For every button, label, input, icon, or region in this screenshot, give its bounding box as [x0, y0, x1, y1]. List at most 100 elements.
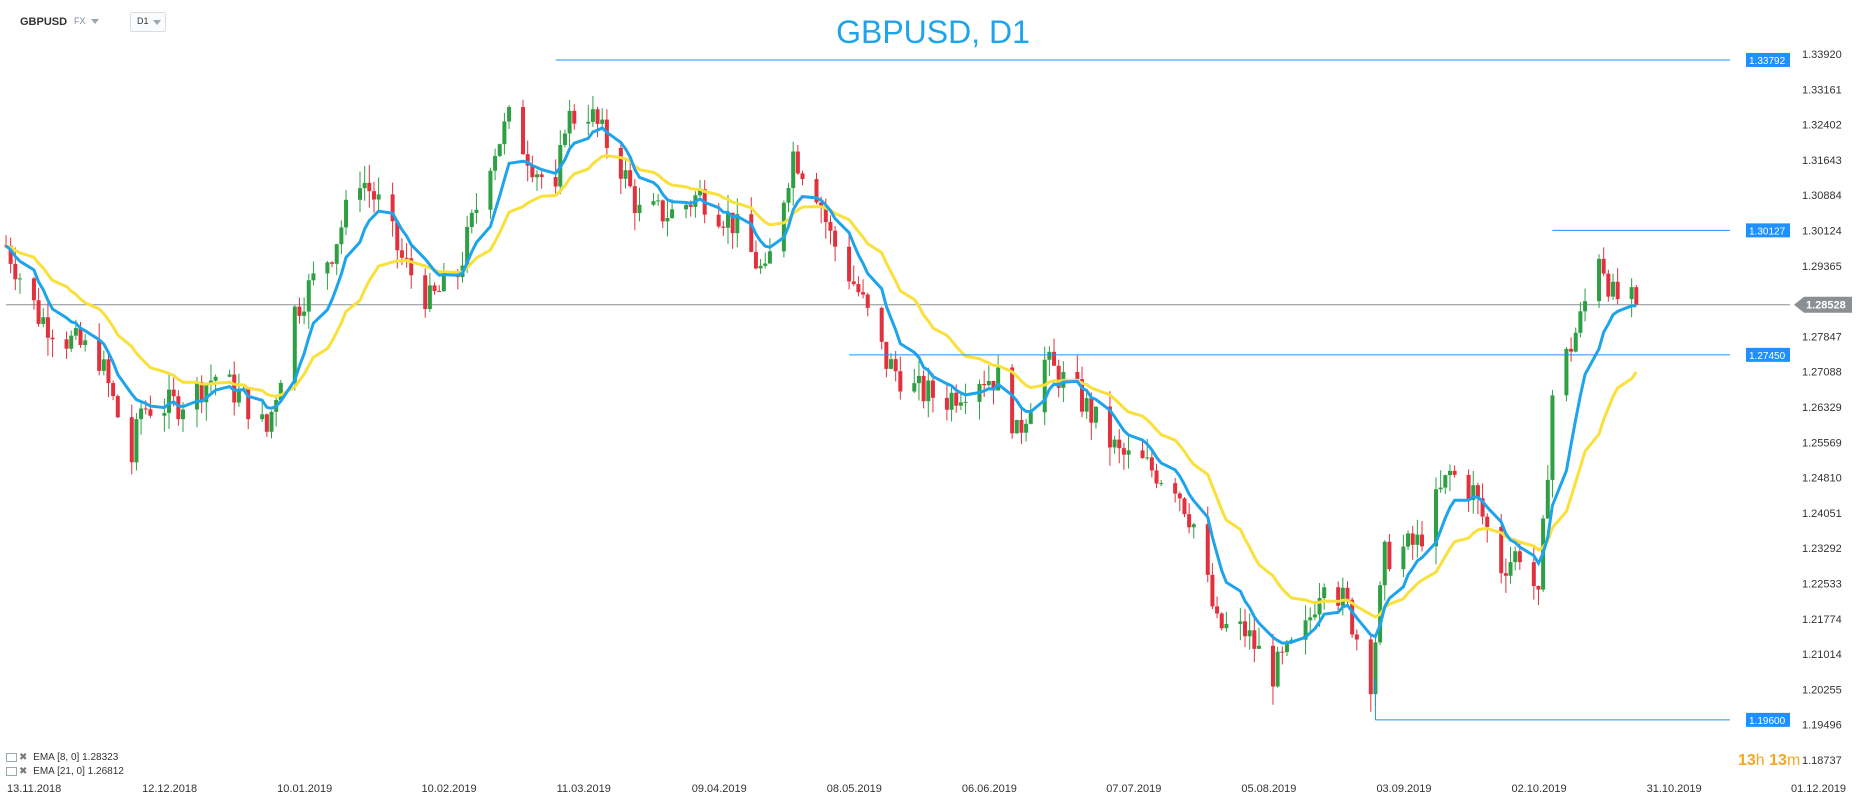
candle-body — [236, 389, 241, 403]
candle-body — [991, 381, 996, 391]
candle-body — [409, 258, 414, 276]
candle-body — [465, 226, 470, 266]
candle-body — [1210, 574, 1215, 607]
candle-body — [260, 414, 265, 420]
candle-body — [926, 380, 931, 402]
candle-body — [1415, 534, 1420, 545]
y-tick-label: 1.25569 — [1802, 437, 1842, 449]
y-tick-label: 1.23292 — [1802, 543, 1842, 555]
candle-body — [623, 170, 628, 179]
candle-body — [1452, 470, 1457, 475]
candle-body — [1238, 621, 1243, 624]
market-selector[interactable]: FX — [74, 16, 86, 26]
candle-body — [553, 177, 558, 187]
candle-body — [618, 147, 623, 179]
candle-body — [1275, 651, 1280, 687]
y-tick-label: 1.20255 — [1802, 684, 1842, 696]
timer-hours-unit: h — [1755, 752, 1765, 769]
candle-body — [688, 204, 693, 207]
candle-body — [358, 188, 363, 200]
candle-body — [637, 204, 642, 214]
candle-body — [590, 109, 595, 122]
candle-body — [162, 412, 167, 416]
candle-body — [194, 382, 199, 410]
candle-body — [753, 251, 758, 269]
candle-body — [1014, 419, 1019, 434]
candle-body — [334, 244, 339, 264]
x-tick-label: 05.08.2019 — [1241, 783, 1296, 795]
candle-body — [1010, 367, 1015, 434]
candle-body — [31, 278, 36, 301]
candle-body — [227, 374, 232, 377]
candle-body — [684, 204, 689, 210]
x-tick-label: 08.05.2019 — [827, 783, 882, 795]
candle-body — [1447, 470, 1452, 476]
candle-body — [1084, 398, 1089, 412]
candle-body — [1517, 551, 1522, 563]
candle-body — [167, 389, 172, 413]
candle-body — [1112, 439, 1117, 448]
chevron-down-icon[interactable] — [91, 19, 99, 24]
close-icon[interactable]: ✖ — [19, 766, 28, 777]
candle-body — [1508, 562, 1513, 576]
candle-body — [199, 382, 204, 403]
candle-body — [423, 275, 428, 309]
candle-body — [474, 209, 479, 213]
candle-body — [521, 107, 526, 155]
x-tick-label: 10.02.2019 — [422, 783, 477, 795]
candle-body — [181, 409, 186, 420]
candle-body — [1079, 379, 1084, 412]
candle-body — [1140, 450, 1145, 459]
settings-icon[interactable] — [6, 766, 17, 776]
candle-body — [1550, 395, 1555, 480]
candle-body — [1317, 598, 1322, 615]
candle-body — [898, 371, 903, 392]
candle-body — [595, 109, 600, 124]
legend-label: EMA — [33, 766, 55, 777]
candle-body — [986, 381, 991, 386]
candle-body — [292, 306, 297, 383]
candle-body — [1089, 398, 1094, 423]
candle-body — [879, 307, 884, 342]
legend-value: 1.26812 — [87, 766, 124, 777]
close-icon[interactable]: ✖ — [19, 752, 28, 763]
candle-body — [828, 222, 833, 231]
candle-body — [586, 121, 591, 124]
settings-icon[interactable] — [6, 752, 17, 762]
candle-body — [721, 226, 726, 228]
timeframe-dropdown[interactable]: D1 — [130, 12, 166, 32]
y-tick-label: 1.27847 — [1802, 331, 1842, 343]
candle-body — [1126, 450, 1131, 455]
symbol-label[interactable]: GBPUSD — [20, 16, 68, 28]
candle-body — [1606, 273, 1611, 297]
legend-ema-fast[interactable]: ✖ EMA [8, 0] 1.28323 — [6, 752, 118, 763]
candle-body — [497, 144, 502, 157]
candle-body — [325, 262, 330, 274]
candle-body — [1475, 485, 1480, 499]
x-tick-label: 02.10.2019 — [1512, 783, 1567, 795]
candle-body — [83, 340, 88, 346]
level-label-bg — [1746, 223, 1790, 238]
candle-body — [865, 294, 870, 308]
toolbar: GBPUSD FX D1 — [0, 0, 600, 40]
candle-body — [204, 384, 209, 403]
candle-body — [1177, 493, 1182, 499]
candle-body — [399, 250, 404, 258]
candle-body — [716, 214, 721, 227]
ema-8-line — [5, 125, 1637, 645]
current-price-label: 1.28528 — [1806, 300, 1846, 312]
candle-body — [791, 151, 796, 188]
candle-body — [735, 214, 740, 234]
legend-params: [21, 0] — [57, 766, 85, 777]
candle-body — [111, 383, 116, 397]
y-tick-label: 1.32402 — [1802, 120, 1842, 132]
candle-body — [698, 189, 703, 196]
candle-body — [567, 110, 572, 134]
candle-body — [628, 170, 633, 187]
legend-ema-slow[interactable]: ✖ EMA [21, 0] 1.26812 — [6, 766, 124, 777]
candle-body — [530, 165, 535, 178]
level-label-bg — [1746, 712, 1790, 727]
candle-body — [176, 396, 181, 420]
candle-body — [1121, 448, 1126, 455]
